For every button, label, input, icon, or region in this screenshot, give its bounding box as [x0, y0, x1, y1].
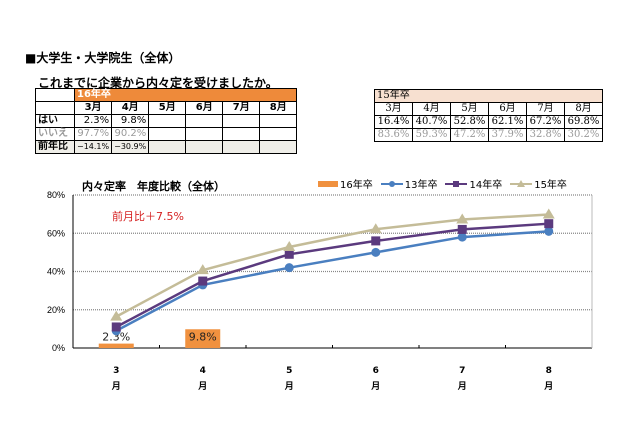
svg-text:5: 5: [286, 366, 292, 376]
bar-swatch-icon: [318, 180, 338, 187]
cell: −30.9%: [111, 140, 150, 154]
table-15-grads: 15年卒 3月 4月 5月 6月 7月 8月 16.4% 40.7% 52.8%…: [374, 89, 603, 142]
svg-text:2.3%: 2.3%: [102, 331, 130, 344]
chart-legend: 16年卒 13年卒 14年卒 15年卒: [318, 176, 567, 191]
cell: 30.2%: [564, 128, 603, 142]
legend-item: 15年卒: [510, 176, 567, 191]
month-header: 8月: [259, 101, 298, 115]
table-row: はい 2.3% 9.8%: [35, 114, 298, 128]
svg-text:4: 4: [200, 366, 206, 376]
table-row: 前年比 −14.1% −30.9%: [35, 140, 298, 154]
cell: [185, 140, 224, 154]
svg-text:9.8%: 9.8%: [189, 330, 217, 343]
svg-text:20%: 20%: [47, 305, 65, 315]
svg-text:60%: 60%: [47, 228, 65, 238]
table-row: 83.6% 59.3% 47.2% 37.9% 32.8% 30.2%: [374, 128, 603, 142]
svg-text:0%: 0%: [52, 343, 65, 353]
svg-text:月: 月: [197, 381, 207, 392]
svg-text:月: 月: [543, 381, 553, 392]
legend-item: 13年卒: [380, 176, 437, 191]
svg-text:月: 月: [284, 381, 294, 392]
svg-text:月: 月: [111, 381, 121, 392]
cell: 47.2%: [450, 128, 489, 142]
legend-item: 16年卒: [318, 176, 373, 191]
cell: 37.9%: [488, 128, 527, 142]
square-marker-icon: [445, 180, 468, 187]
svg-text:3: 3: [113, 366, 119, 376]
svg-text:8: 8: [546, 366, 552, 376]
svg-text:40%: 40%: [47, 267, 65, 277]
svg-text:月: 月: [457, 381, 467, 392]
cell: [222, 140, 261, 154]
circle-marker-icon: [380, 180, 403, 187]
svg-text:80%: 80%: [47, 190, 65, 200]
svg-text:6: 6: [373, 366, 379, 376]
triangle-marker-icon: [510, 179, 533, 187]
section-title: ■大学生・大学院生（全体）: [25, 51, 181, 65]
svg-text:7: 7: [459, 366, 465, 376]
cell: −14.1%: [73, 140, 113, 154]
chart-title: 内々定率 年度比較（全体）: [82, 180, 225, 193]
row-label: 前年比: [35, 140, 75, 154]
table-16-grads: 16年卒 3月 4月 5月 6月 7月 8月 はい 2.3% 9.8% いいえ …: [35, 88, 298, 154]
cell: [148, 140, 187, 154]
survey-question: これまでに企業から内々定を受けましたか。: [38, 76, 278, 90]
svg-text:月: 月: [370, 381, 380, 392]
legend-item: 14年卒: [445, 176, 502, 191]
chart-annotation: 前月比＋7.5%: [112, 210, 184, 223]
month-header: 4月: [111, 101, 150, 115]
cell: [259, 140, 298, 154]
